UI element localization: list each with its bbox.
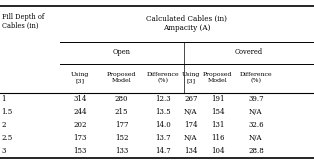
Text: 134: 134 [184,147,198,155]
Text: 152: 152 [115,134,128,142]
Text: N/A: N/A [249,134,263,142]
Text: 215: 215 [115,108,128,116]
Text: Fill Depth of
Cables (in): Fill Depth of Cables (in) [2,13,44,30]
Text: 32.6: 32.6 [248,121,264,129]
Text: 133: 133 [115,147,128,155]
Text: Calculated Cables (in)
Ampacity (A): Calculated Cables (in) Ampacity (A) [146,15,227,32]
Text: 244: 244 [73,108,87,116]
Text: 2.5: 2.5 [2,134,13,142]
Text: N/A: N/A [184,134,198,142]
Text: Difference
(%): Difference (%) [147,72,180,83]
Text: 191: 191 [211,95,224,103]
Text: 2: 2 [2,121,6,129]
Text: 154: 154 [211,108,224,116]
Text: Open: Open [113,48,131,56]
Text: Using
[3]: Using [3] [71,72,89,83]
Text: 104: 104 [211,147,224,155]
Text: 280: 280 [115,95,128,103]
Text: 202: 202 [73,121,87,129]
Text: 314: 314 [73,95,87,103]
Text: 28.8: 28.8 [248,147,264,155]
Text: Covered: Covered [235,48,263,56]
Text: 13.7: 13.7 [155,134,171,142]
Text: 174: 174 [184,121,198,129]
Text: Proposed
Model: Proposed Model [203,72,232,83]
Text: 3: 3 [2,147,6,155]
Text: 1: 1 [2,95,6,103]
Text: 153: 153 [73,147,87,155]
Text: 267: 267 [184,95,198,103]
Text: 14.0: 14.0 [155,121,171,129]
Text: 39.7: 39.7 [248,95,264,103]
Text: 12.3: 12.3 [155,95,171,103]
Text: N/A: N/A [249,108,263,116]
Text: Proposed
Model: Proposed Model [107,72,136,83]
Text: Using
[3]: Using [3] [181,72,200,83]
Text: 14.7: 14.7 [155,147,171,155]
Text: 13.5: 13.5 [155,108,171,116]
Text: 1.5: 1.5 [2,108,13,116]
Text: 116: 116 [211,134,224,142]
Text: 177: 177 [115,121,128,129]
Text: N/A: N/A [184,108,198,116]
Text: 173: 173 [73,134,87,142]
Text: 131: 131 [211,121,224,129]
Text: Difference
(%): Difference (%) [240,72,272,83]
